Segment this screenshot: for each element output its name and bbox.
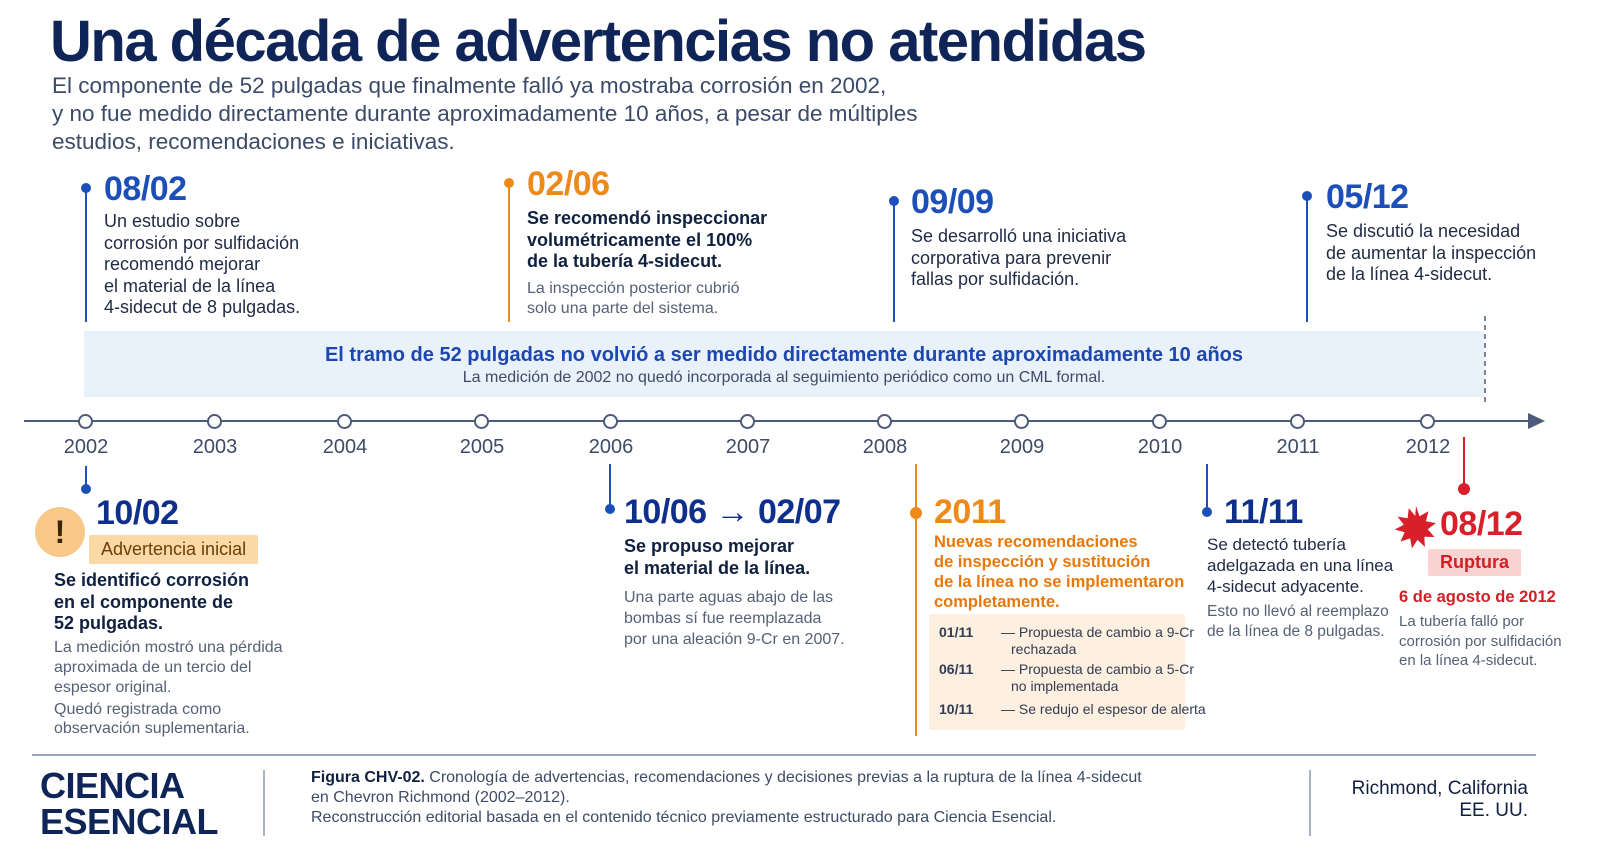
event-date: 10/06 → 02/07 (624, 493, 841, 531)
event-09-09: 09/09 Se desarrolló una iniciativa corpor… (911, 183, 1126, 291)
year-label: 2003 (192, 436, 238, 458)
event-text: Se identificó corrosión en el componente … (54, 570, 250, 633)
subtitle-line: El componente de 52 pulgadas que finalme… (52, 73, 887, 98)
page-title: Una década de advertencias no atendidas (50, 9, 1147, 74)
location-label: Richmond, California EE. UU. (1351, 778, 1528, 821)
footer-separator (1309, 770, 1311, 836)
footer-divider (32, 754, 1536, 756)
event-02-06: 02/06 Se recomendó inspeccionar volumétri… (527, 165, 767, 319)
proposals-box: 01/11 — Propuesta de cambio a 9-Cr rechaz… (929, 614, 1206, 730)
event-note: La medición mostró una pérdida aproximada… (54, 638, 283, 696)
year-tick (1420, 414, 1435, 429)
event-dot-10-06 (605, 504, 615, 514)
year-label: 2008 (862, 436, 908, 458)
event-dot-08-12 (1458, 483, 1470, 495)
figure-label: Figura CHV-02. (311, 769, 425, 786)
year-label: 2011 (1276, 436, 1320, 458)
event-08-02: 08/02 Un estudio sobre corrosión por sulf… (104, 170, 300, 319)
band-title: El tramo de 52 pulgadas no volvió a ser … (84, 344, 1484, 367)
burst-icon (1394, 506, 1436, 549)
year-label: 2004 (322, 436, 368, 458)
event-2011: 2011 Nuevas recomendaciones de inspección… (934, 493, 1184, 612)
initial-warning-badge: Advertencia inicial (89, 535, 259, 564)
event-date: 02/06 (527, 165, 610, 203)
rupture-badge: Ruptura (1428, 549, 1521, 576)
year-tick (474, 414, 489, 429)
year-tick (207, 414, 222, 429)
event-date: 2011 (934, 493, 1006, 531)
event-date: 09/09 (911, 183, 994, 221)
event-date-08-12: 08/12 (1440, 505, 1523, 543)
page-subtitle: El componente de 52 pulgadas que finalme… (52, 72, 982, 156)
event-text: Nuevas recomendaciones de inspección y su… (934, 533, 1185, 611)
year-tick (877, 414, 892, 429)
event-note: Una parte aguas abajo de las bombas sí fu… (624, 589, 845, 648)
event-text: Se desarrolló una iniciativa corporativa … (911, 226, 1127, 289)
year-label: 2006 (588, 436, 634, 458)
event-date: 08/02 (104, 170, 187, 208)
year-tick (78, 414, 93, 429)
year-tick (740, 414, 755, 429)
warning-icon: ! (35, 507, 85, 557)
event-note-2: Quedó registrada como observación supleme… (54, 700, 250, 737)
event-text: Se recomendó inspeccionar volumétricament… (527, 208, 768, 271)
event-dot-02-06 (504, 178, 514, 188)
event-date-10-02: 10/02 (96, 494, 179, 532)
year-tick (1152, 414, 1167, 429)
event-11-11: 11/11 Se detectó tubería adelgazada en un… (1207, 493, 1393, 642)
year-label: 2012 (1405, 436, 1451, 458)
subtitle-line: estudios, recomendaciones e iniciativas. (52, 129, 455, 154)
event-10-06-02-07: 10/06 → 02/07 Se propuso mejorar el mater… (624, 493, 845, 650)
event-dot-05-12 (1302, 191, 1312, 201)
rupture-note: La tubería falló por corrosión por sulfid… (1399, 613, 1562, 669)
event-10-02: Se identificó corrosión en el componente … (54, 570, 283, 738)
figure-caption: Figura CHV-02. Cronología de advertencia… (311, 769, 1142, 826)
event-dot-2011 (910, 507, 922, 519)
year-tick (1014, 414, 1029, 429)
event-dot-10-02 (81, 484, 91, 494)
year-label: 2010 (1137, 436, 1183, 458)
event-dot-08-02 (81, 183, 91, 193)
year-label: 2007 (725, 436, 771, 458)
event-text: Un estudio sobre corrosión por sulfidació… (104, 211, 301, 317)
year-label: 2005 (459, 436, 505, 458)
event-05-12: 05/12 Se discutió la necesidad de aumenta… (1326, 178, 1536, 286)
subtitle-line: y no fue medido directamente durante apr… (52, 101, 918, 126)
year-label: 2009 (999, 436, 1045, 458)
year-tick (603, 414, 618, 429)
footer-separator (263, 770, 265, 836)
band-subtitle: La medición de 2002 no quedó incorporada… (462, 369, 1106, 386)
event-note: La inspección posterior cubrió solo una p… (527, 279, 740, 317)
year-tick (1290, 414, 1305, 429)
year-tick (337, 414, 352, 429)
rupture-date: 6 de agosto de 2012 (1399, 588, 1556, 606)
unmeasured-period-band: El tramo de 52 pulgadas no volvió a ser … (84, 331, 1484, 397)
event-text: Se propuso mejorar el material de la líne… (624, 536, 811, 578)
event-dot-09-09 (889, 196, 899, 206)
event-text: Se detectó tubería adelgazada en una líne… (1207, 535, 1394, 596)
event-date: 05/12 (1326, 178, 1409, 216)
event-date: 11/11 (1224, 493, 1303, 531)
event-note: Esto no llevó al reemplazo de la línea de… (1207, 603, 1389, 640)
timeline-axis-arrow (1528, 413, 1545, 429)
brand-logo: CIENCIA ESENCIAL (40, 765, 219, 842)
year-label: 2002 (63, 436, 109, 458)
event-dot-11-11 (1202, 507, 1212, 517)
event-text: Se discutió la necesidad de aumentar la i… (1326, 221, 1537, 284)
